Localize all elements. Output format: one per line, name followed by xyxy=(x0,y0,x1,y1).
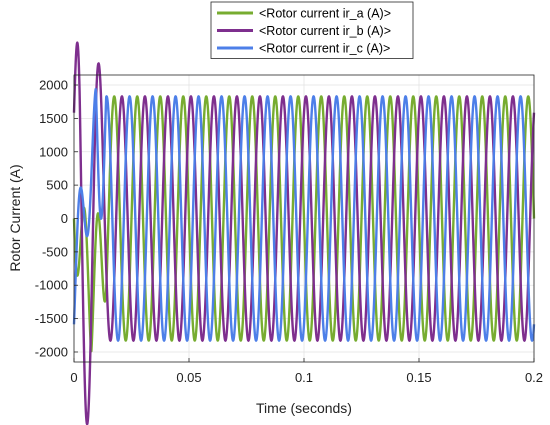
y-tick-label: 1000 xyxy=(39,144,68,159)
series-line-3 xyxy=(72,87,536,342)
y-tick-label: -1000 xyxy=(35,278,68,293)
y-tick-label: 1500 xyxy=(39,111,68,126)
x-tick-label: 0.2 xyxy=(525,370,543,385)
series-line-2 xyxy=(72,41,536,425)
legend: <Rotor current ir_a (A)> <Rotor current i… xyxy=(210,1,414,59)
y-tick-label: -2000 xyxy=(35,344,68,359)
y-tick-label: 500 xyxy=(46,178,68,193)
legend-label: <Rotor current ir_c (A)> xyxy=(259,42,390,56)
legend-label: <Rotor current ir_b (A)> xyxy=(259,24,391,38)
series-line-1 xyxy=(72,95,536,353)
x-tick-label: 0.15 xyxy=(406,370,431,385)
x-axis-label: Time (seconds) xyxy=(256,400,352,416)
x-tick-label: 0.1 xyxy=(295,370,313,385)
y-tick-label: 0 xyxy=(61,211,68,226)
y-tick-label: 2000 xyxy=(39,78,68,93)
y-axis-label: Rotor Current (A) xyxy=(7,164,23,271)
y-axis-ticks: -2000 -1500 -1000 -500 0 500 1000 1500 2000 xyxy=(35,78,78,359)
x-tick-label: 0.05 xyxy=(176,370,201,385)
series-lines xyxy=(72,41,536,425)
x-axis-ticks: 0 0.05 0.1 0.15 0.2 xyxy=(70,358,543,385)
y-tick-label: -1500 xyxy=(35,311,68,326)
legend-label: <Rotor current ir_a (A)> xyxy=(259,7,391,21)
x-tick-label: 0 xyxy=(70,370,77,385)
y-tick-label: -500 xyxy=(42,244,68,259)
